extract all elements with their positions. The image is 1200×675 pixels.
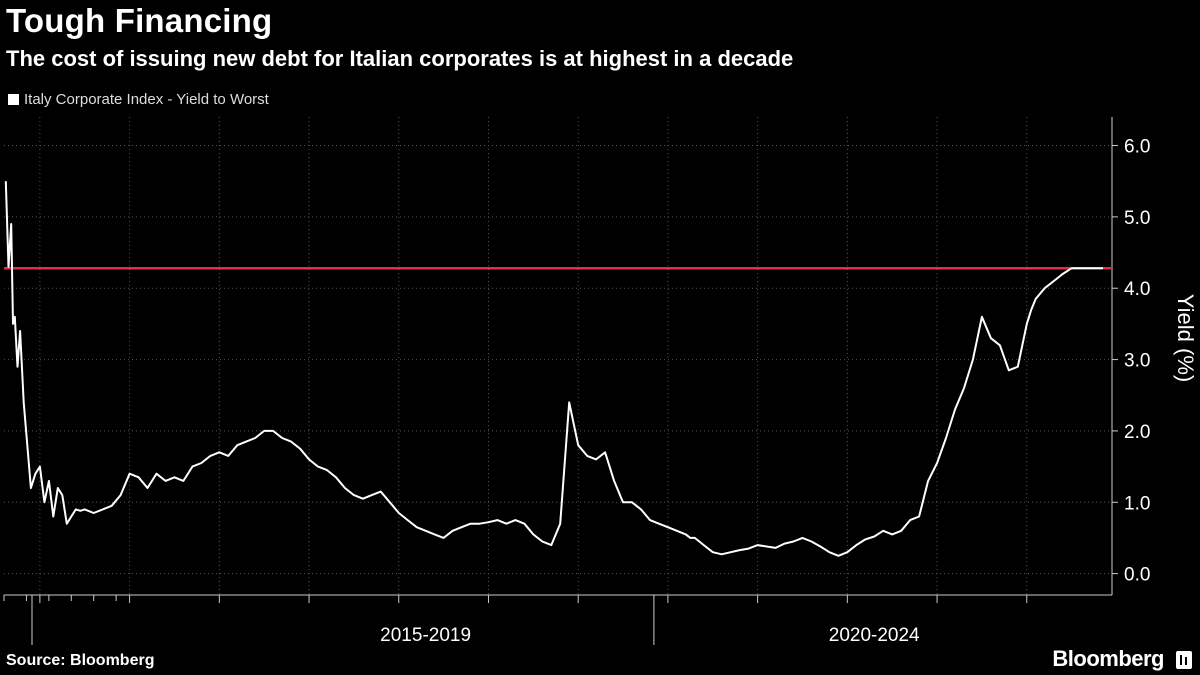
y-tick-label: 5.0	[1124, 208, 1150, 229]
y-tick-label: 0.0	[1124, 565, 1150, 586]
legend: Italy Corporate Index - Yield to Worst	[8, 91, 269, 108]
y-tick-label: 2.0	[1124, 422, 1150, 443]
chart-subtitle: The cost of issuing new debt for Italian…	[6, 46, 794, 71]
y-tick-label: 3.0	[1124, 351, 1150, 372]
source-note: Source: Bloomberg	[6, 652, 155, 669]
y-tick-label: 1.0	[1124, 493, 1150, 514]
legend-label: Italy Corporate Index - Yield to Worst	[24, 91, 269, 108]
period-label: 2020-2024	[829, 625, 920, 646]
chart-title: Tough Financing	[6, 2, 273, 39]
y-tick-label: 6.0	[1124, 137, 1150, 158]
series-line	[4, 181, 1103, 557]
legend-swatch	[8, 94, 19, 105]
y-axis-title: Yield (%)	[1173, 294, 1198, 382]
period-label: 2015-2019	[380, 625, 471, 646]
y-tick-label: 4.0	[1124, 279, 1150, 300]
bloomberg-terminal-icon	[1176, 651, 1192, 669]
brand-logo: Bloomberg	[1052, 646, 1164, 671]
